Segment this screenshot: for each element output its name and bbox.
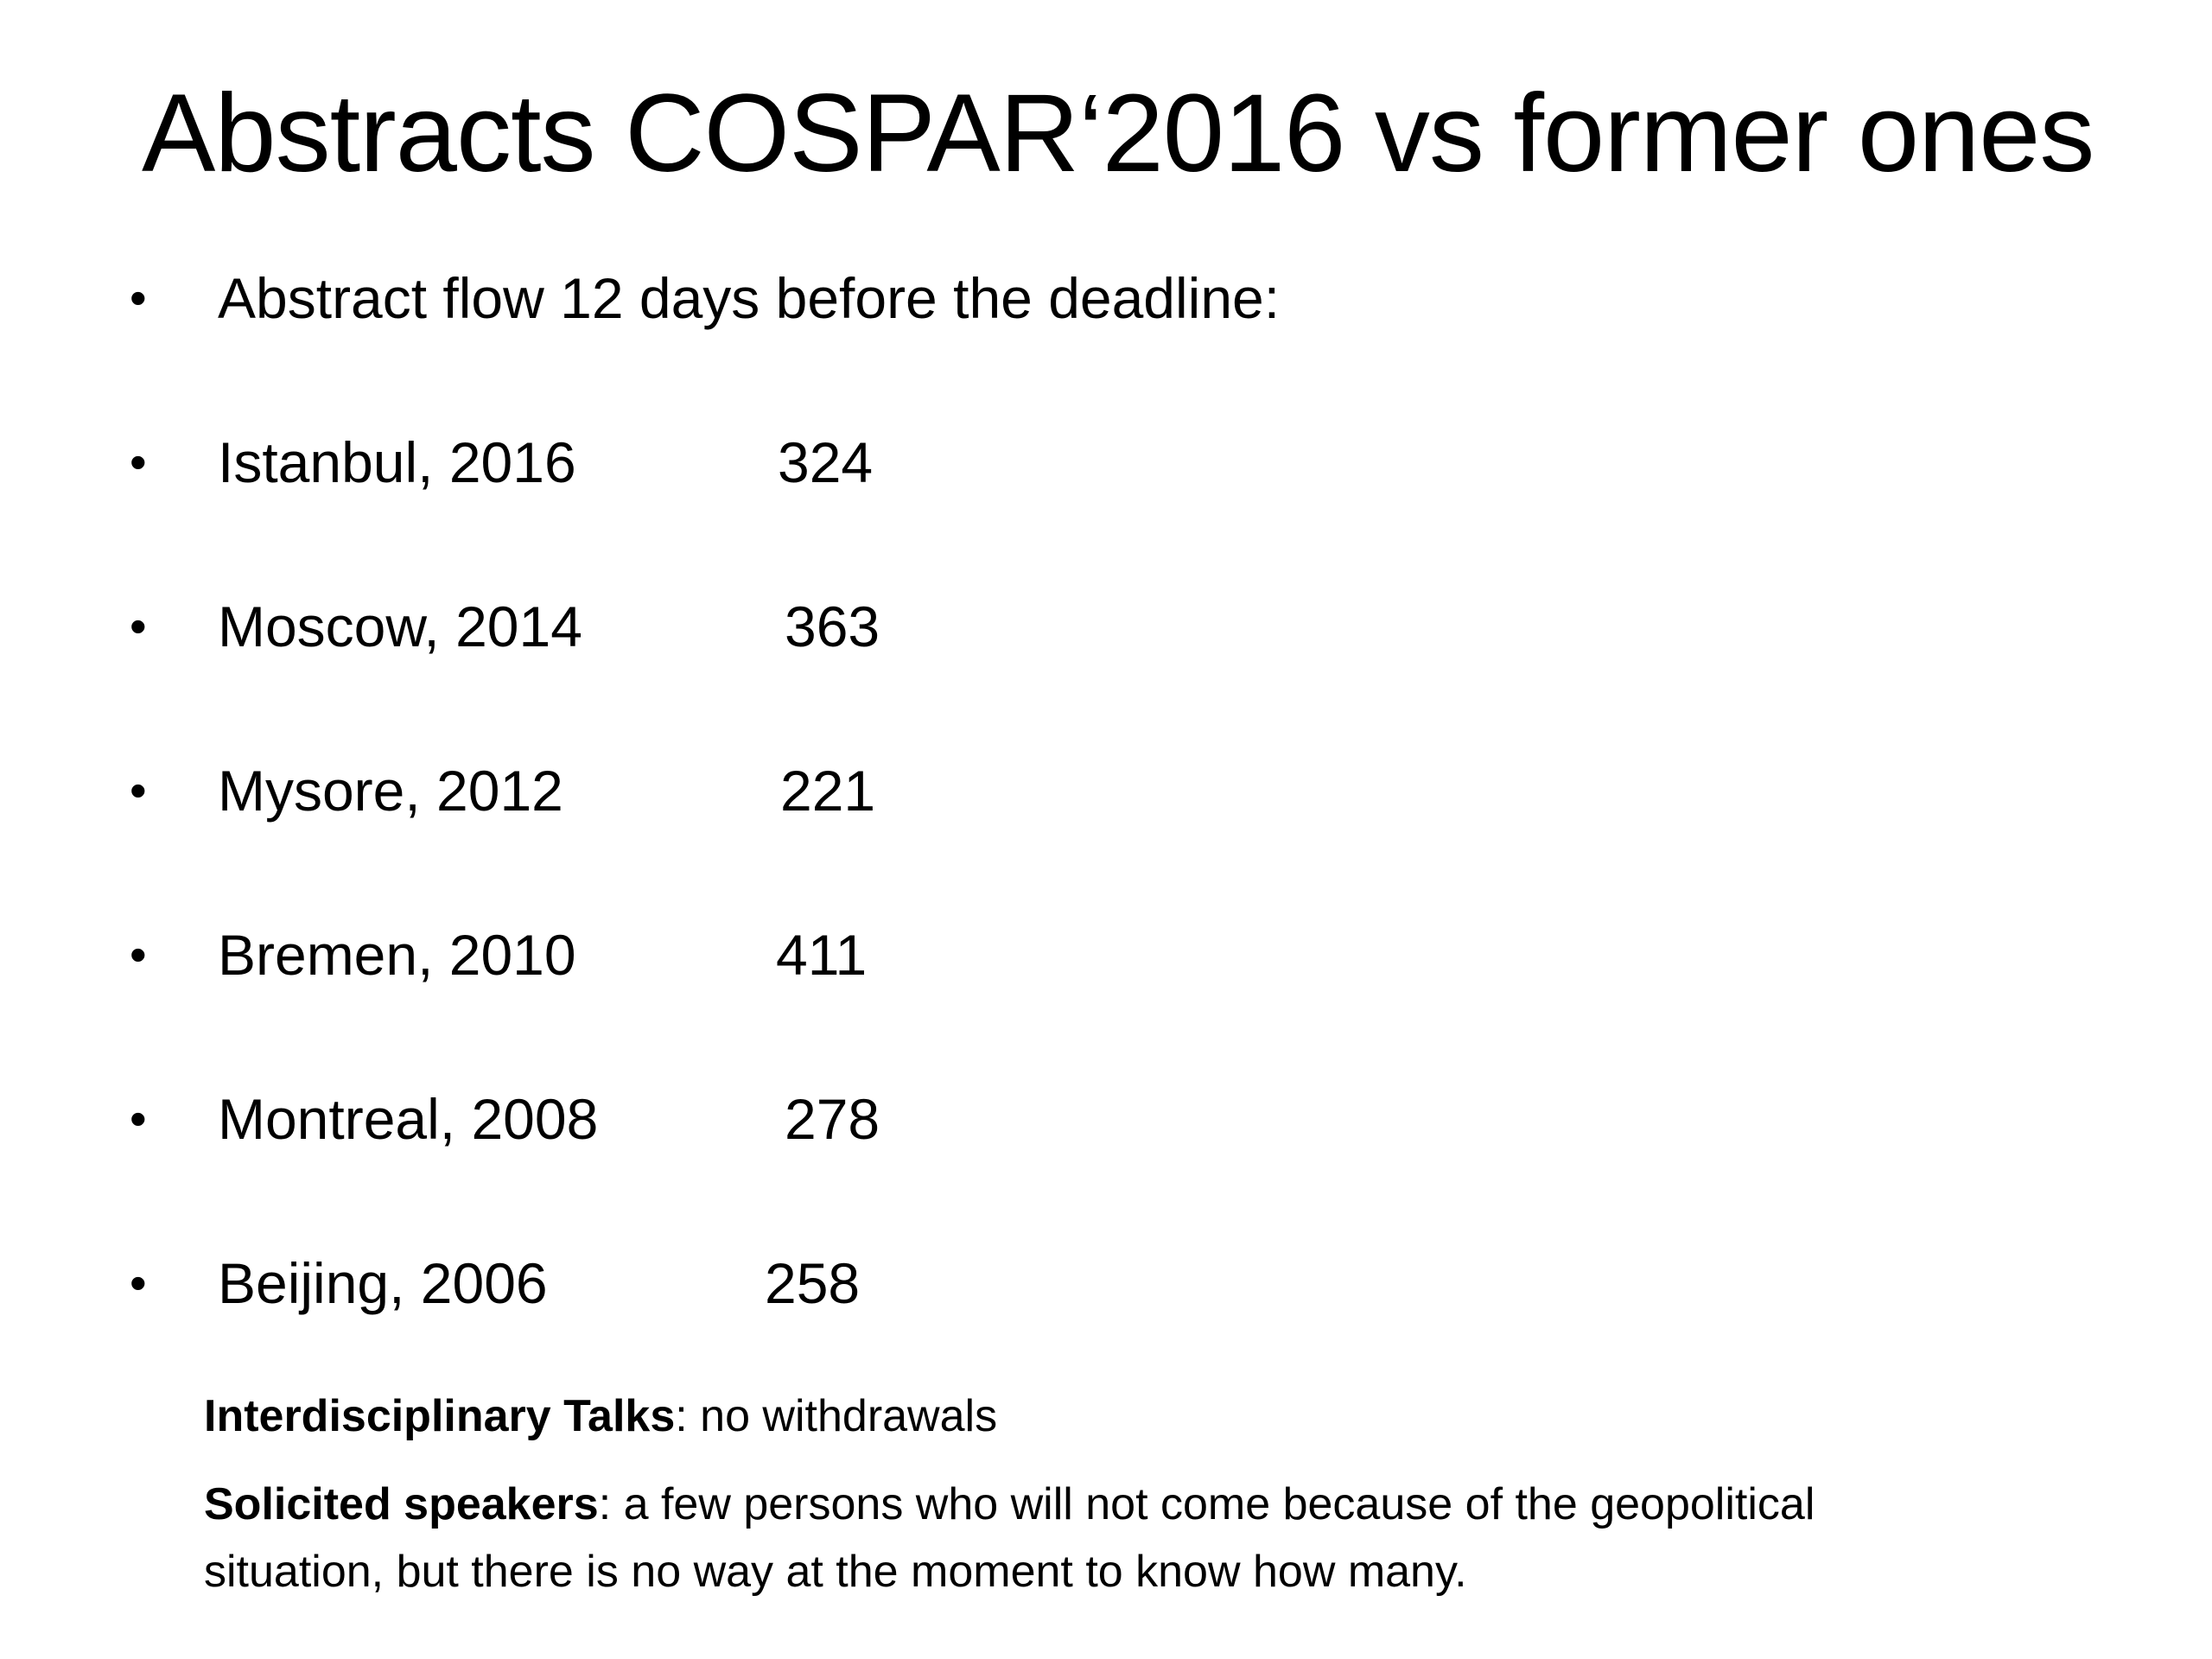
entry-value: 258	[765, 1251, 861, 1315]
entry-label: Beijing, 2006	[218, 1251, 548, 1315]
entry-label: Bremen, 2010	[218, 923, 576, 987]
solicited-text: : a few persons who will not come becaus…	[204, 1479, 1815, 1597]
entry-value: 363	[785, 594, 880, 658]
entry-label: Istanbul, 2016	[218, 430, 576, 494]
entry-label: Moscow, 2014	[218, 594, 582, 658]
bullet-dot-icon: •	[130, 1091, 147, 1146]
bullet-dot-icon: •	[130, 763, 147, 817]
solicited-note: Solicited speakers: a few persons who wi…	[204, 1471, 1889, 1605]
interdisciplinary-label: Interdisciplinary Talks	[204, 1391, 676, 1441]
list-item: • Beijing, 2006 258	[130, 1244, 1512, 1322]
entry-value: 221	[780, 759, 876, 823]
entry-label: Mysore, 2012	[218, 759, 563, 823]
bullet-dot-icon: •	[130, 270, 147, 325]
bullet-dot-icon: •	[130, 435, 147, 489]
list-item: • Montreal, 2008 278	[130, 1080, 1512, 1158]
list-item: • Istanbul, 2016 324	[130, 423, 1512, 501]
intro-text: Abstract flow 12 days before the deadlin…	[218, 266, 1281, 330]
intro-bullet: • Abstract flow 12 days before the deadl…	[130, 259, 1512, 337]
bullet-dot-icon: •	[130, 599, 147, 653]
interdisciplinary-text: : no withdrawals	[675, 1391, 998, 1441]
slide-title: Abstracts COSPAR‘2016 vs former ones	[142, 72, 2094, 195]
list-item: • Bremen, 2010 411	[130, 916, 1512, 994]
list-item: • Mysore, 2012 221	[130, 752, 1512, 830]
entry-value: 324	[778, 430, 874, 494]
entry-value: 411	[776, 923, 868, 987]
interdisciplinary-note: Interdisciplinary Talks: no withdrawals	[204, 1382, 1889, 1450]
entry-value: 278	[785, 1087, 880, 1151]
entry-label: Montreal, 2008	[218, 1087, 599, 1151]
list-item: • Moscow, 2014 363	[130, 588, 1512, 665]
bullet-dot-icon: •	[130, 1255, 147, 1310]
bullet-dot-icon: •	[130, 927, 147, 982]
solicited-label: Solicited speakers	[204, 1479, 599, 1529]
